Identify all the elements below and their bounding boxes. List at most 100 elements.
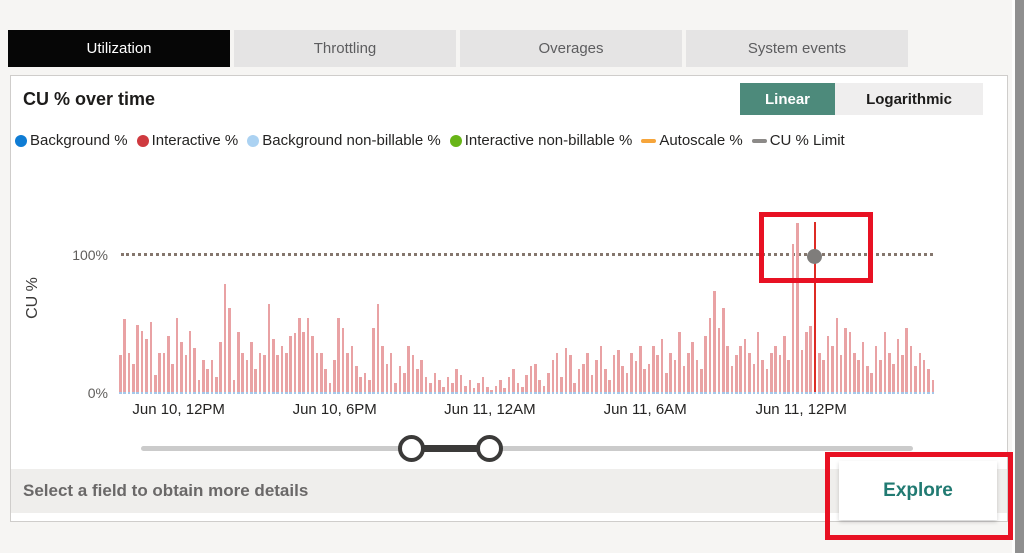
bar[interactable]: [630, 352, 633, 394]
bar[interactable]: [394, 382, 397, 394]
bar[interactable]: [455, 369, 458, 394]
bar[interactable]: [695, 359, 699, 394]
slider-handle-start[interactable]: [398, 435, 426, 462]
bar[interactable]: [577, 369, 581, 394]
bar[interactable]: [625, 373, 629, 394]
bar[interactable]: [271, 338, 275, 394]
bar[interactable]: [866, 366, 869, 394]
bar[interactable]: [752, 363, 756, 394]
bar[interactable]: [525, 374, 528, 394]
legend-item[interactable]: CU % Limit: [751, 132, 845, 149]
bar[interactable]: [184, 355, 188, 394]
slider-track[interactable]: [141, 446, 913, 451]
bar[interactable]: [210, 359, 214, 394]
bar[interactable]: [149, 322, 153, 394]
bar[interactable]: [119, 355, 122, 394]
bar[interactable]: [590, 374, 594, 394]
bar[interactable]: [835, 318, 839, 394]
bar[interactable]: [673, 359, 677, 394]
bar[interactable]: [333, 359, 336, 394]
vertical-scrollbar[interactable]: [1012, 0, 1024, 553]
bar[interactable]: [267, 304, 271, 394]
bar[interactable]: [424, 377, 428, 394]
bar[interactable]: [617, 349, 620, 394]
bar[interactable]: [892, 363, 895, 394]
bar[interactable]: [896, 338, 900, 394]
bar[interactable]: [346, 352, 349, 394]
bar[interactable]: [704, 336, 708, 394]
scale-linear-button[interactable]: Linear: [740, 83, 835, 115]
bar[interactable]: [398, 366, 402, 394]
bar[interactable]: [901, 355, 904, 394]
bar[interactable]: [804, 331, 808, 394]
bar[interactable]: [813, 221, 817, 394]
bar[interactable]: [844, 327, 847, 394]
bar[interactable]: [245, 359, 249, 394]
bar[interactable]: [188, 330, 192, 394]
bar[interactable]: [368, 380, 371, 394]
plot-area[interactable]: [119, 211, 936, 394]
bar[interactable]: [839, 355, 843, 394]
bar[interactable]: [765, 369, 769, 394]
bar[interactable]: [516, 382, 520, 394]
bar[interactable]: [162, 352, 166, 394]
bar[interactable]: [612, 355, 616, 394]
bar[interactable]: [603, 369, 607, 394]
bar[interactable]: [442, 387, 445, 394]
bar[interactable]: [560, 377, 563, 394]
bar[interactable]: [879, 359, 882, 394]
explore-button[interactable]: Explore: [839, 461, 997, 520]
scale-logarithmic-button[interactable]: Logarithmic: [835, 83, 983, 115]
bar[interactable]: [337, 318, 341, 394]
bar[interactable]: [311, 336, 314, 394]
bar[interactable]: [634, 360, 638, 394]
bar[interactable]: [354, 366, 358, 394]
bar[interactable]: [931, 380, 935, 394]
bar[interactable]: [376, 304, 380, 394]
bar[interactable]: [494, 385, 498, 394]
bar[interactable]: [223, 283, 227, 394]
bar[interactable]: [219, 341, 223, 394]
bar[interactable]: [197, 380, 201, 394]
bar[interactable]: [595, 359, 598, 394]
bar[interactable]: [800, 349, 804, 394]
bar[interactable]: [481, 377, 485, 394]
bar[interactable]: [215, 377, 218, 394]
bar[interactable]: [870, 373, 874, 394]
bar[interactable]: [341, 327, 345, 394]
bar[interactable]: [411, 355, 415, 394]
bar[interactable]: [735, 355, 738, 394]
bar[interactable]: [193, 348, 196, 394]
bar[interactable]: [389, 352, 393, 394]
bar[interactable]: [656, 355, 659, 394]
bar[interactable]: [787, 359, 791, 394]
bar[interactable]: [682, 366, 686, 394]
tab-throttling[interactable]: Throttling: [234, 30, 456, 67]
bar[interactable]: [363, 373, 367, 394]
bar[interactable]: [446, 377, 450, 394]
legend-item[interactable]: Interactive %: [136, 132, 238, 149]
bar[interactable]: [573, 382, 576, 394]
bar[interactable]: [372, 327, 375, 394]
legend-item[interactable]: Background %: [15, 132, 128, 149]
bar[interactable]: [534, 363, 537, 394]
bar[interactable]: [512, 369, 515, 394]
bar[interactable]: [123, 319, 126, 394]
bar[interactable]: [739, 345, 742, 394]
slider-handle-end[interactable]: [476, 435, 504, 462]
bar[interactable]: [289, 336, 292, 394]
bar[interactable]: [385, 363, 389, 394]
bar[interactable]: [857, 359, 860, 394]
bar[interactable]: [319, 352, 323, 394]
bar[interactable]: [503, 388, 507, 394]
bar[interactable]: [831, 345, 834, 394]
bar[interactable]: [429, 382, 432, 394]
bar[interactable]: [638, 345, 642, 394]
legend-item[interactable]: Background non-billable %: [247, 132, 441, 149]
bar[interactable]: [669, 352, 673, 394]
bar[interactable]: [153, 374, 157, 394]
bar[interactable]: [477, 382, 480, 394]
bar[interactable]: [791, 243, 795, 394]
bar[interactable]: [499, 380, 502, 394]
bar[interactable]: [586, 352, 590, 394]
